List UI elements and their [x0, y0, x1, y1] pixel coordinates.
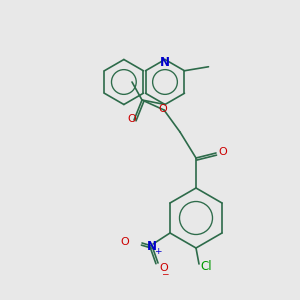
- Text: O: O: [159, 104, 167, 114]
- Text: +: +: [154, 247, 162, 256]
- Text: O: O: [218, 147, 227, 157]
- Text: O: O: [120, 237, 129, 247]
- Text: O: O: [159, 263, 168, 273]
- Text: O: O: [128, 114, 136, 124]
- Text: Cl: Cl: [200, 260, 212, 274]
- Text: −: −: [161, 269, 169, 278]
- Text: N: N: [160, 56, 170, 68]
- Text: N: N: [147, 239, 157, 253]
